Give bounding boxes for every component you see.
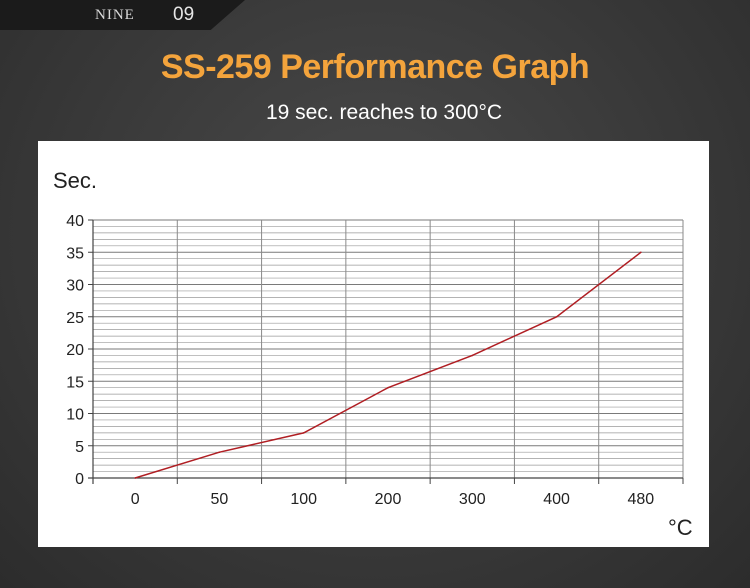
data-point (387, 386, 389, 389)
series-line (134, 251, 642, 479)
brand-label: NINE (95, 7, 135, 23)
x-tick-label: 100 (290, 491, 317, 508)
y-tick-label: 15 (66, 374, 84, 391)
header-tab (0, 0, 245, 30)
x-axis-label: °C (668, 515, 693, 540)
x-tick-label: 300 (459, 491, 486, 508)
data-point (134, 477, 136, 479)
chart-panel: 0 5 10 15 20 25 30 35 40 0 50 100 200 300 400 480 Sec. °C (38, 141, 709, 547)
x-tick-label: 0 (131, 491, 140, 508)
data-point (471, 354, 474, 357)
y-tick-label: 30 (66, 278, 84, 295)
y-tick-label: 10 (66, 407, 84, 424)
y-tick-label: 25 (66, 310, 84, 327)
y-axis-label: Sec. (53, 168, 97, 193)
x-tick-label: 480 (628, 491, 655, 508)
data-point (218, 451, 221, 454)
y-tick-label: 0 (75, 471, 84, 488)
x-tick-label: 200 (375, 491, 402, 508)
y-tick-label: 35 (66, 245, 84, 262)
data-point (302, 432, 305, 434)
y-tick-label: 20 (66, 342, 84, 359)
y-tick-label: 40 (66, 213, 84, 230)
data-point (640, 251, 642, 254)
page-number: 09 (173, 4, 195, 25)
y-tick-label: 5 (75, 439, 84, 456)
page-subtitle: 19 sec. reaches to 300°C (265, 101, 503, 124)
x-tick-label: 400 (543, 491, 570, 508)
x-tick-label: 50 (211, 491, 229, 508)
page-title: SS-259 Performance Graph (160, 48, 590, 86)
data-point (555, 315, 558, 318)
